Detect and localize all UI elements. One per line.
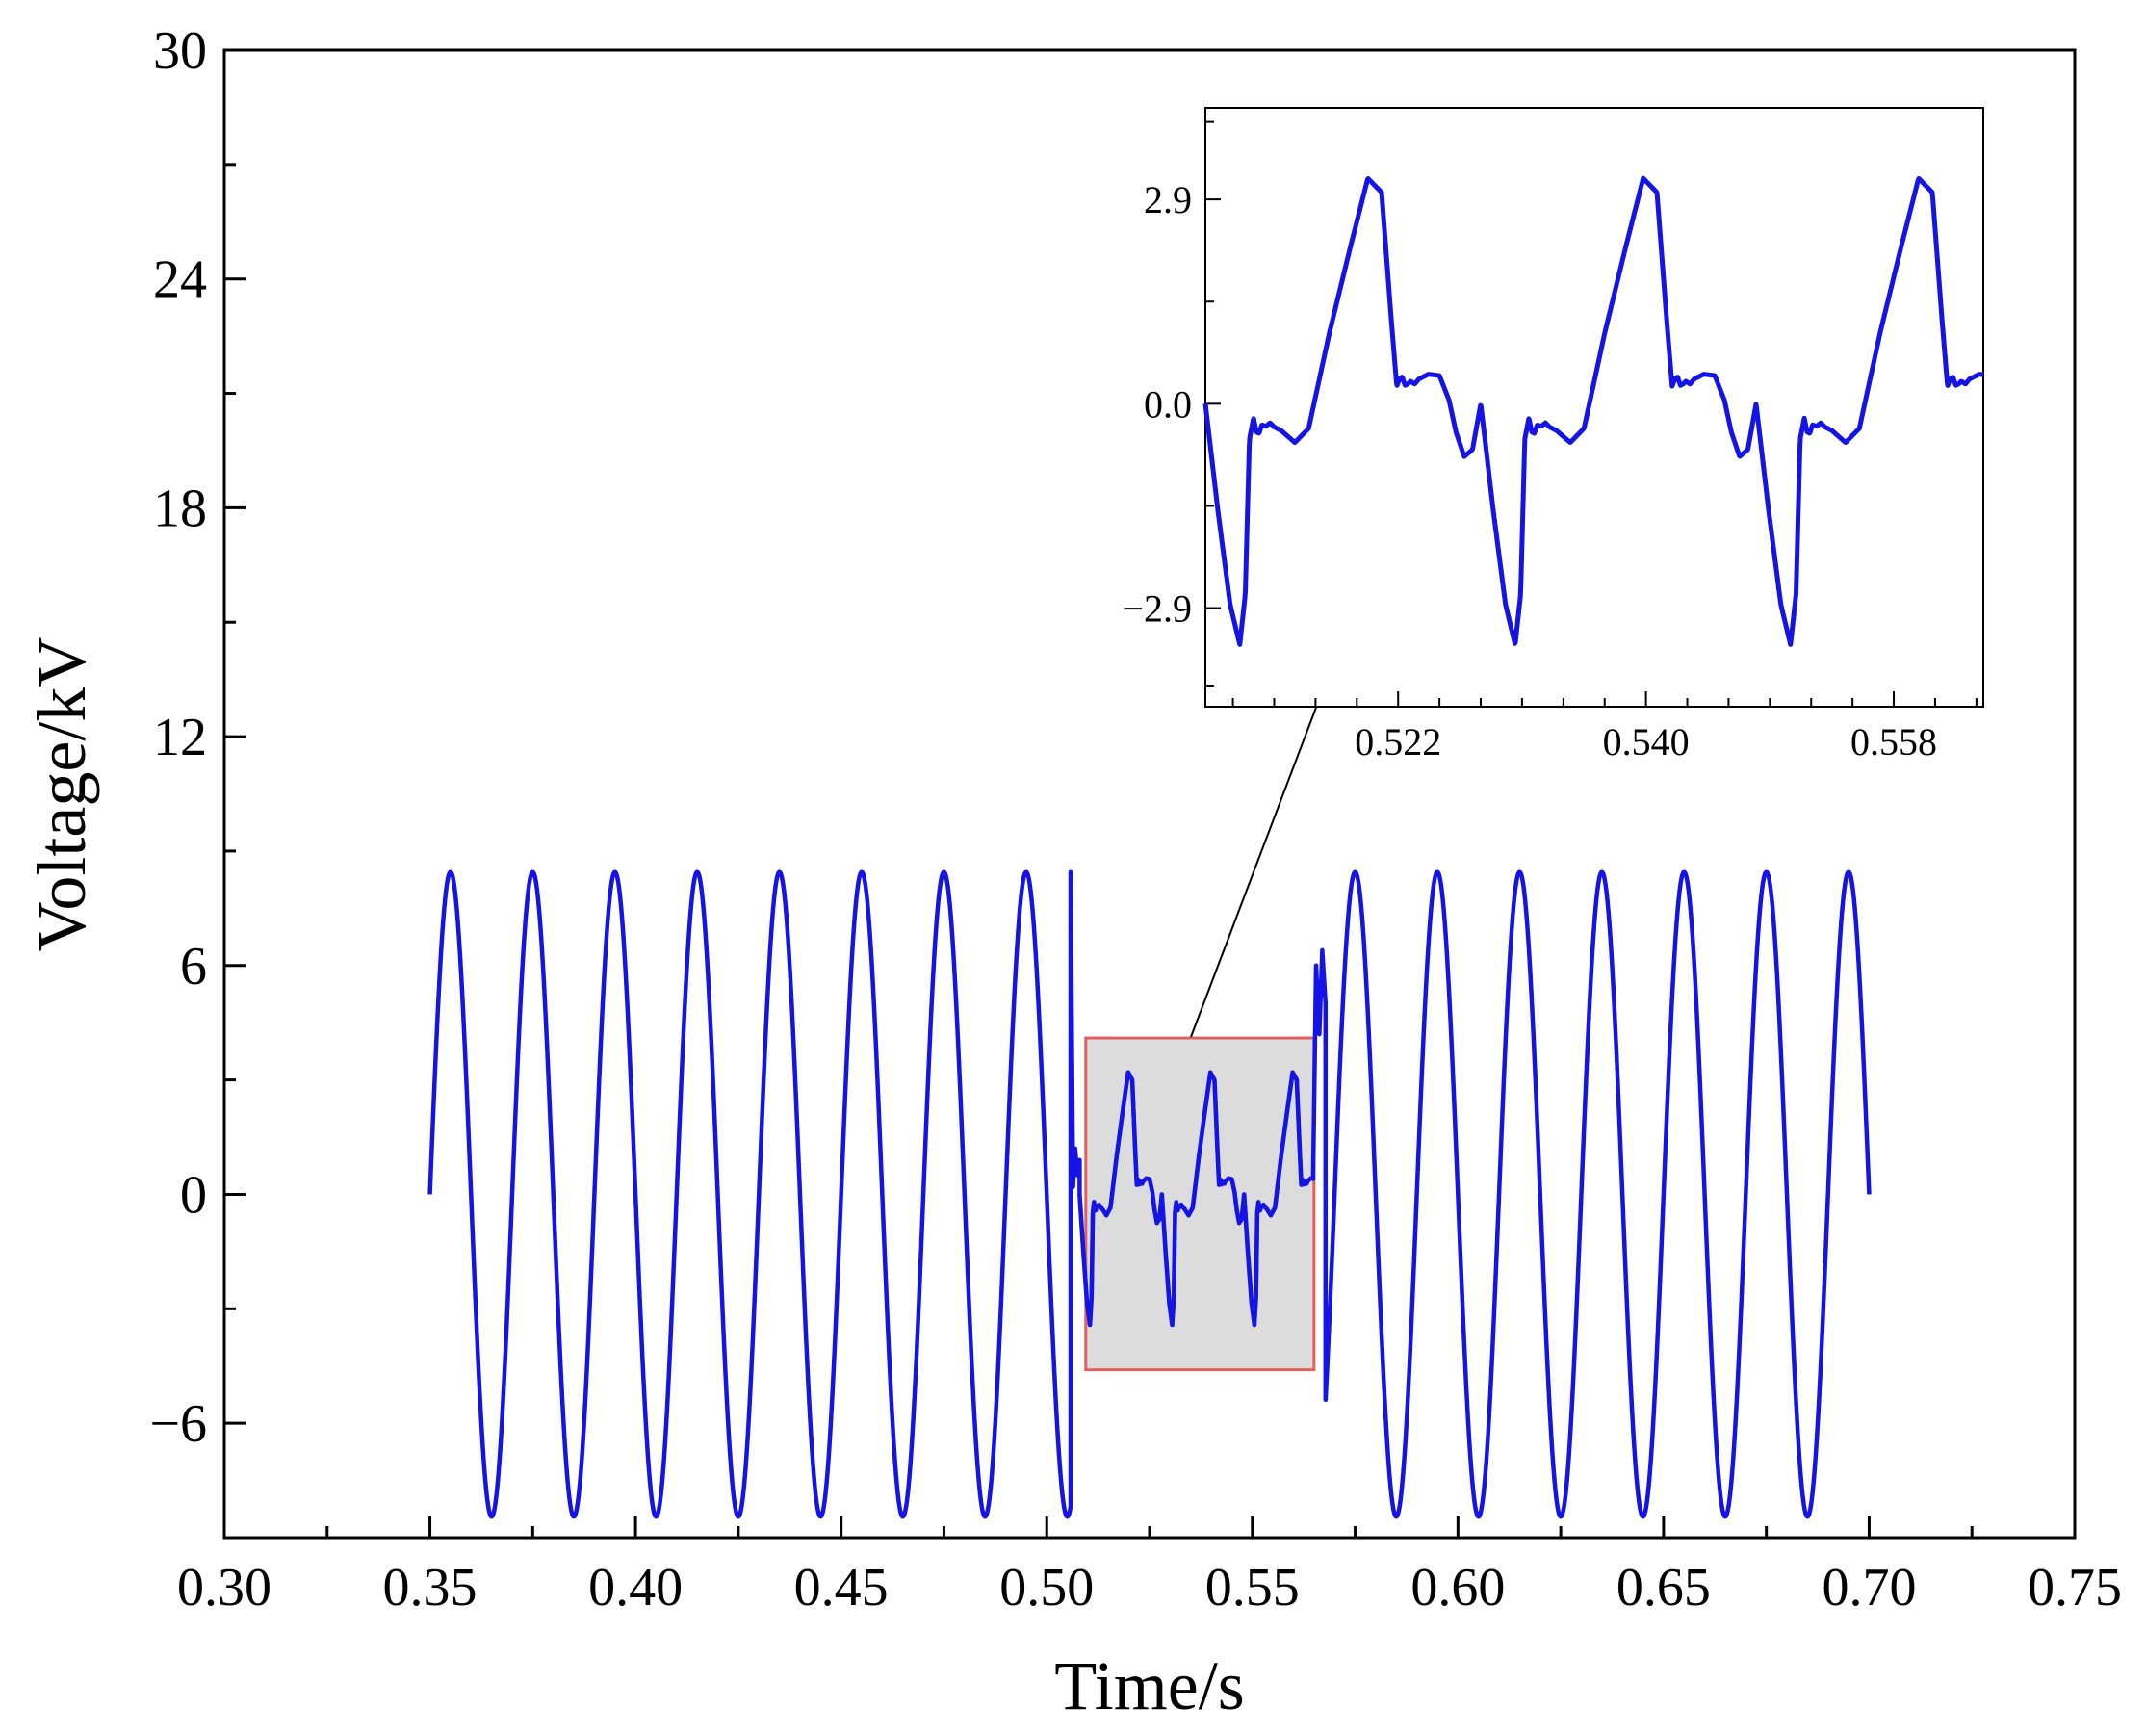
x-tick-label: 0.35 [383,1558,478,1618]
inset-y-tick-labels: −2.9 0.0 2.9 [1122,178,1192,630]
inset-y-tick-label: 0.0 [1144,382,1192,426]
series-line-fault-overlay [1077,1070,1316,1328]
x-tick-label: 0.65 [1616,1558,1711,1618]
main-y-tick-labels: −6 0 6 12 18 24 30 [149,21,207,1454]
y-tick-label: 12 [153,708,207,767]
y-tick-label: 6 [180,937,207,997]
inset-x-tick-label: 0.558 [1850,720,1937,764]
main-ticks [222,48,2077,1540]
y-tick-label: 18 [153,479,207,538]
x-tick-label: 0.60 [1410,1558,1505,1618]
inset-x-tick-label: 0.540 [1603,720,1690,764]
x-axis-title: Time/s [1054,1647,1244,1724]
inset-y-tick-label: 2.9 [1144,178,1192,221]
inset-y-tick-label: −2.9 [1122,587,1192,631]
y-tick-label: 0 [180,1165,207,1225]
x-tick-label: 0.45 [794,1558,889,1618]
x-tick-label: 0.30 [177,1558,271,1618]
inset-x-tick-labels: 0.522 0.540 0.558 [1355,720,1937,764]
inset-ticks [1205,120,1978,707]
y-tick-label: 30 [153,21,207,81]
x-tick-label: 0.75 [2028,1558,2122,1618]
x-tick-label: 0.50 [999,1558,1094,1618]
y-axis-title: Voltage/kV [23,637,100,952]
x-tick-label: 0.40 [588,1558,683,1618]
x-tick-label: 0.70 [1822,1558,1916,1618]
inset-series-line-voltage [1202,175,1985,647]
inset-plot-frame [1204,107,1984,708]
zoom-highlight-box [1084,1036,1316,1372]
x-tick-label: 0.55 [1205,1558,1300,1618]
main-x-tick-labels: 0.30 0.35 0.40 0.45 0.50 0.55 0.60 0.65 0.70 0.75 [177,1558,2122,1618]
y-tick-label: 24 [153,250,207,310]
inset-x-tick-label: 0.522 [1355,720,1441,764]
inset-plot: 0.522 0.540 0.558 −2.9 0.0 2.9 [1122,107,1985,764]
y-tick-label: −6 [149,1394,207,1454]
